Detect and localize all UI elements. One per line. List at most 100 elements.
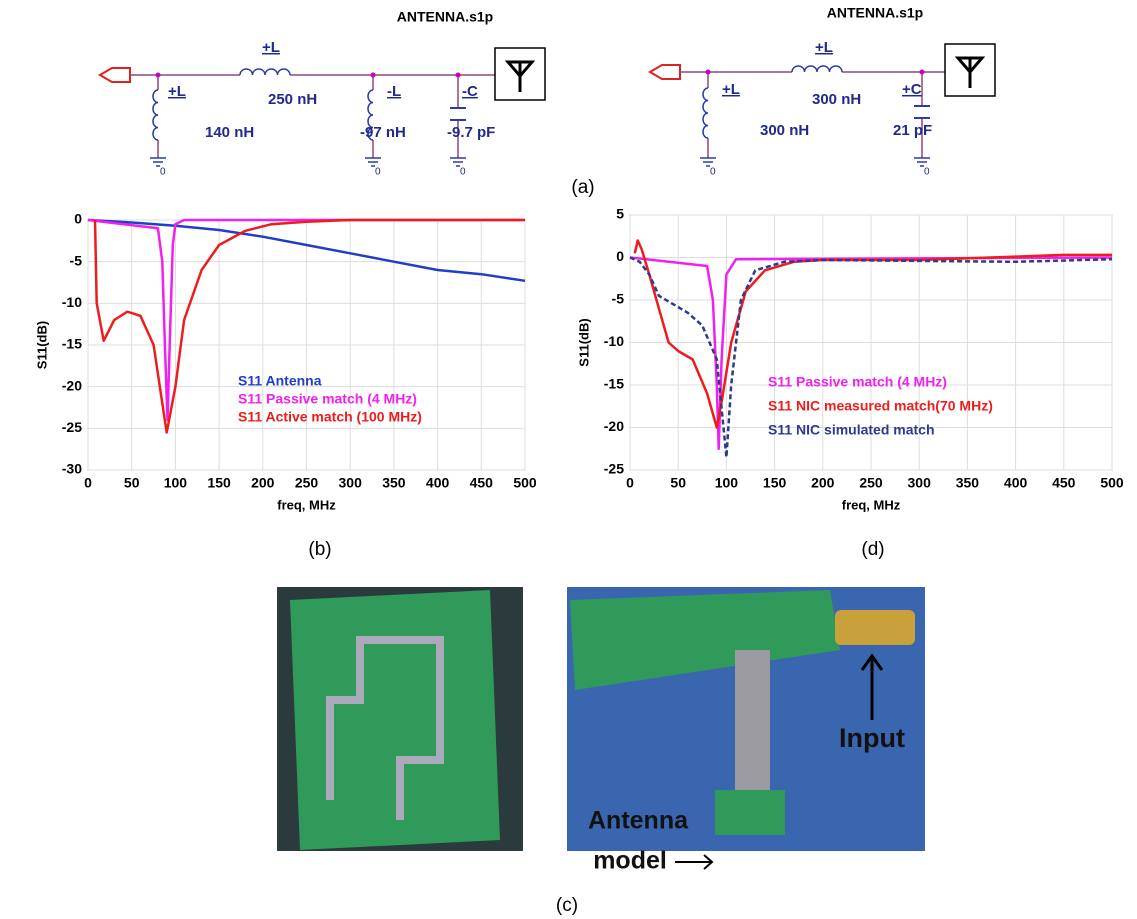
- y-tick-label: -5: [70, 252, 83, 268]
- y-tick-label: -25: [604, 461, 624, 477]
- y-tick-label: -15: [604, 376, 624, 392]
- ground-label: 0: [460, 167, 466, 178]
- ground: [150, 157, 466, 167]
- photo-label: Antenna: [588, 807, 689, 835]
- x-axis-title: freq, MHz: [277, 497, 336, 512]
- inductor: [791, 65, 843, 73]
- antenna-icon: [954, 56, 986, 88]
- component-value: 300 nH: [812, 91, 861, 108]
- component-value: -97 nH: [360, 124, 406, 141]
- x-tick-label: 300: [339, 475, 363, 491]
- panel-label: (c): [556, 895, 578, 916]
- wire: [157, 75, 459, 158]
- component-value: 250 nH: [268, 91, 317, 108]
- schematic-left: [98, 47, 546, 167]
- component-type: +L: [168, 83, 186, 100]
- x-tick-label: 350: [382, 475, 406, 491]
- ground-label: 0: [160, 167, 166, 178]
- trace: [326, 636, 444, 820]
- x-tick-label: 500: [1100, 475, 1124, 491]
- x-tick-label: 100: [715, 475, 739, 491]
- component-type: +C: [902, 81, 922, 98]
- wire: [707, 72, 923, 158]
- node: [370, 72, 376, 78]
- port: [648, 64, 681, 80]
- y-tick-label: -15: [62, 336, 82, 352]
- ground-label: 0: [710, 167, 716, 178]
- panel-label: (a): [571, 177, 594, 198]
- panel-label: (d): [861, 539, 884, 560]
- x-tick-label: 50: [124, 475, 140, 491]
- component-value: 140 nH: [205, 124, 254, 141]
- file-label: ANTENNA.s1p: [397, 9, 493, 25]
- x-tick-label: 400: [426, 475, 450, 491]
- pcb: [290, 590, 500, 850]
- component-type: +L: [262, 39, 280, 56]
- component-type: +L: [722, 81, 740, 98]
- series-line: [629, 256, 1113, 451]
- node: [919, 69, 925, 75]
- adapter: [735, 650, 770, 790]
- y-tick-label: -20: [604, 418, 624, 434]
- inductor: [152, 89, 159, 141]
- panel-label: (b): [308, 539, 331, 560]
- x-tick-label: 300: [908, 475, 932, 491]
- x-tick-label: 100: [164, 475, 188, 491]
- x-tick-label: 150: [763, 475, 787, 491]
- x-tick-label: 200: [251, 475, 275, 491]
- series-line: [87, 218, 525, 422]
- x-tick-label: 400: [1004, 475, 1028, 491]
- x-tick-label: 450: [1052, 475, 1076, 491]
- legend-entry: S11 Active match (100 MHz): [238, 409, 422, 425]
- y-tick-label: -10: [62, 294, 82, 310]
- port: [98, 67, 131, 83]
- x-tick-label: 150: [207, 475, 231, 491]
- y-tick-label: -20: [62, 377, 82, 393]
- x-tick-label: 250: [295, 475, 319, 491]
- ground: [700, 157, 930, 167]
- y-tick-label: 0: [74, 211, 82, 227]
- component-value: 21 pF: [893, 122, 932, 139]
- photo-label: model: [593, 847, 667, 875]
- antenna-icon: [504, 60, 536, 92]
- y-axis-title: S11(dB): [34, 321, 49, 369]
- y-tick-label: -25: [62, 419, 82, 435]
- file-label: ANTENNA.s1p: [827, 5, 923, 21]
- component-type: -C: [462, 83, 478, 100]
- y-tick-label: -10: [604, 333, 624, 349]
- x-tick-label: 0: [84, 475, 92, 491]
- legend-entry: S11 NIC simulated match: [768, 422, 935, 438]
- y-tick-label: 5: [616, 206, 624, 222]
- series-line: [629, 256, 1113, 459]
- connector: [835, 610, 915, 645]
- node: [705, 69, 711, 75]
- schematic-right: [648, 43, 996, 167]
- legend-entry: S11 Passive match (4 MHz): [768, 374, 947, 390]
- x-tick-label: 0: [626, 475, 634, 491]
- arrow: [860, 653, 884, 720]
- node: [155, 72, 161, 78]
- inductor: [239, 68, 291, 76]
- arrow: [675, 854, 714, 870]
- legend-entry: S11 Passive match (4 MHz): [238, 391, 417, 407]
- x-tick-label: 200: [811, 475, 835, 491]
- photo-label: Input: [839, 723, 905, 753]
- component-value: 300 nH: [760, 122, 809, 139]
- ground-label: 0: [924, 167, 930, 178]
- x-tick-label: 50: [670, 475, 686, 491]
- series-line: [87, 218, 526, 283]
- y-tick-label: -30: [62, 461, 82, 477]
- component-type: +L: [815, 39, 833, 56]
- x-tick-label: 450: [470, 475, 494, 491]
- series-line: [93, 218, 525, 434]
- inductor: [367, 89, 374, 141]
- pcb: [570, 590, 840, 690]
- x-tick-label: 500: [513, 475, 537, 491]
- legend-entry: S11 Antenna: [238, 373, 322, 389]
- ground-label: 0: [375, 167, 381, 178]
- x-tick-label: 250: [859, 475, 883, 491]
- antenna-model-board: [715, 790, 785, 835]
- legend-entry: S11 NIC measured match(70 MHz): [768, 398, 993, 414]
- component-type: -L: [387, 83, 401, 100]
